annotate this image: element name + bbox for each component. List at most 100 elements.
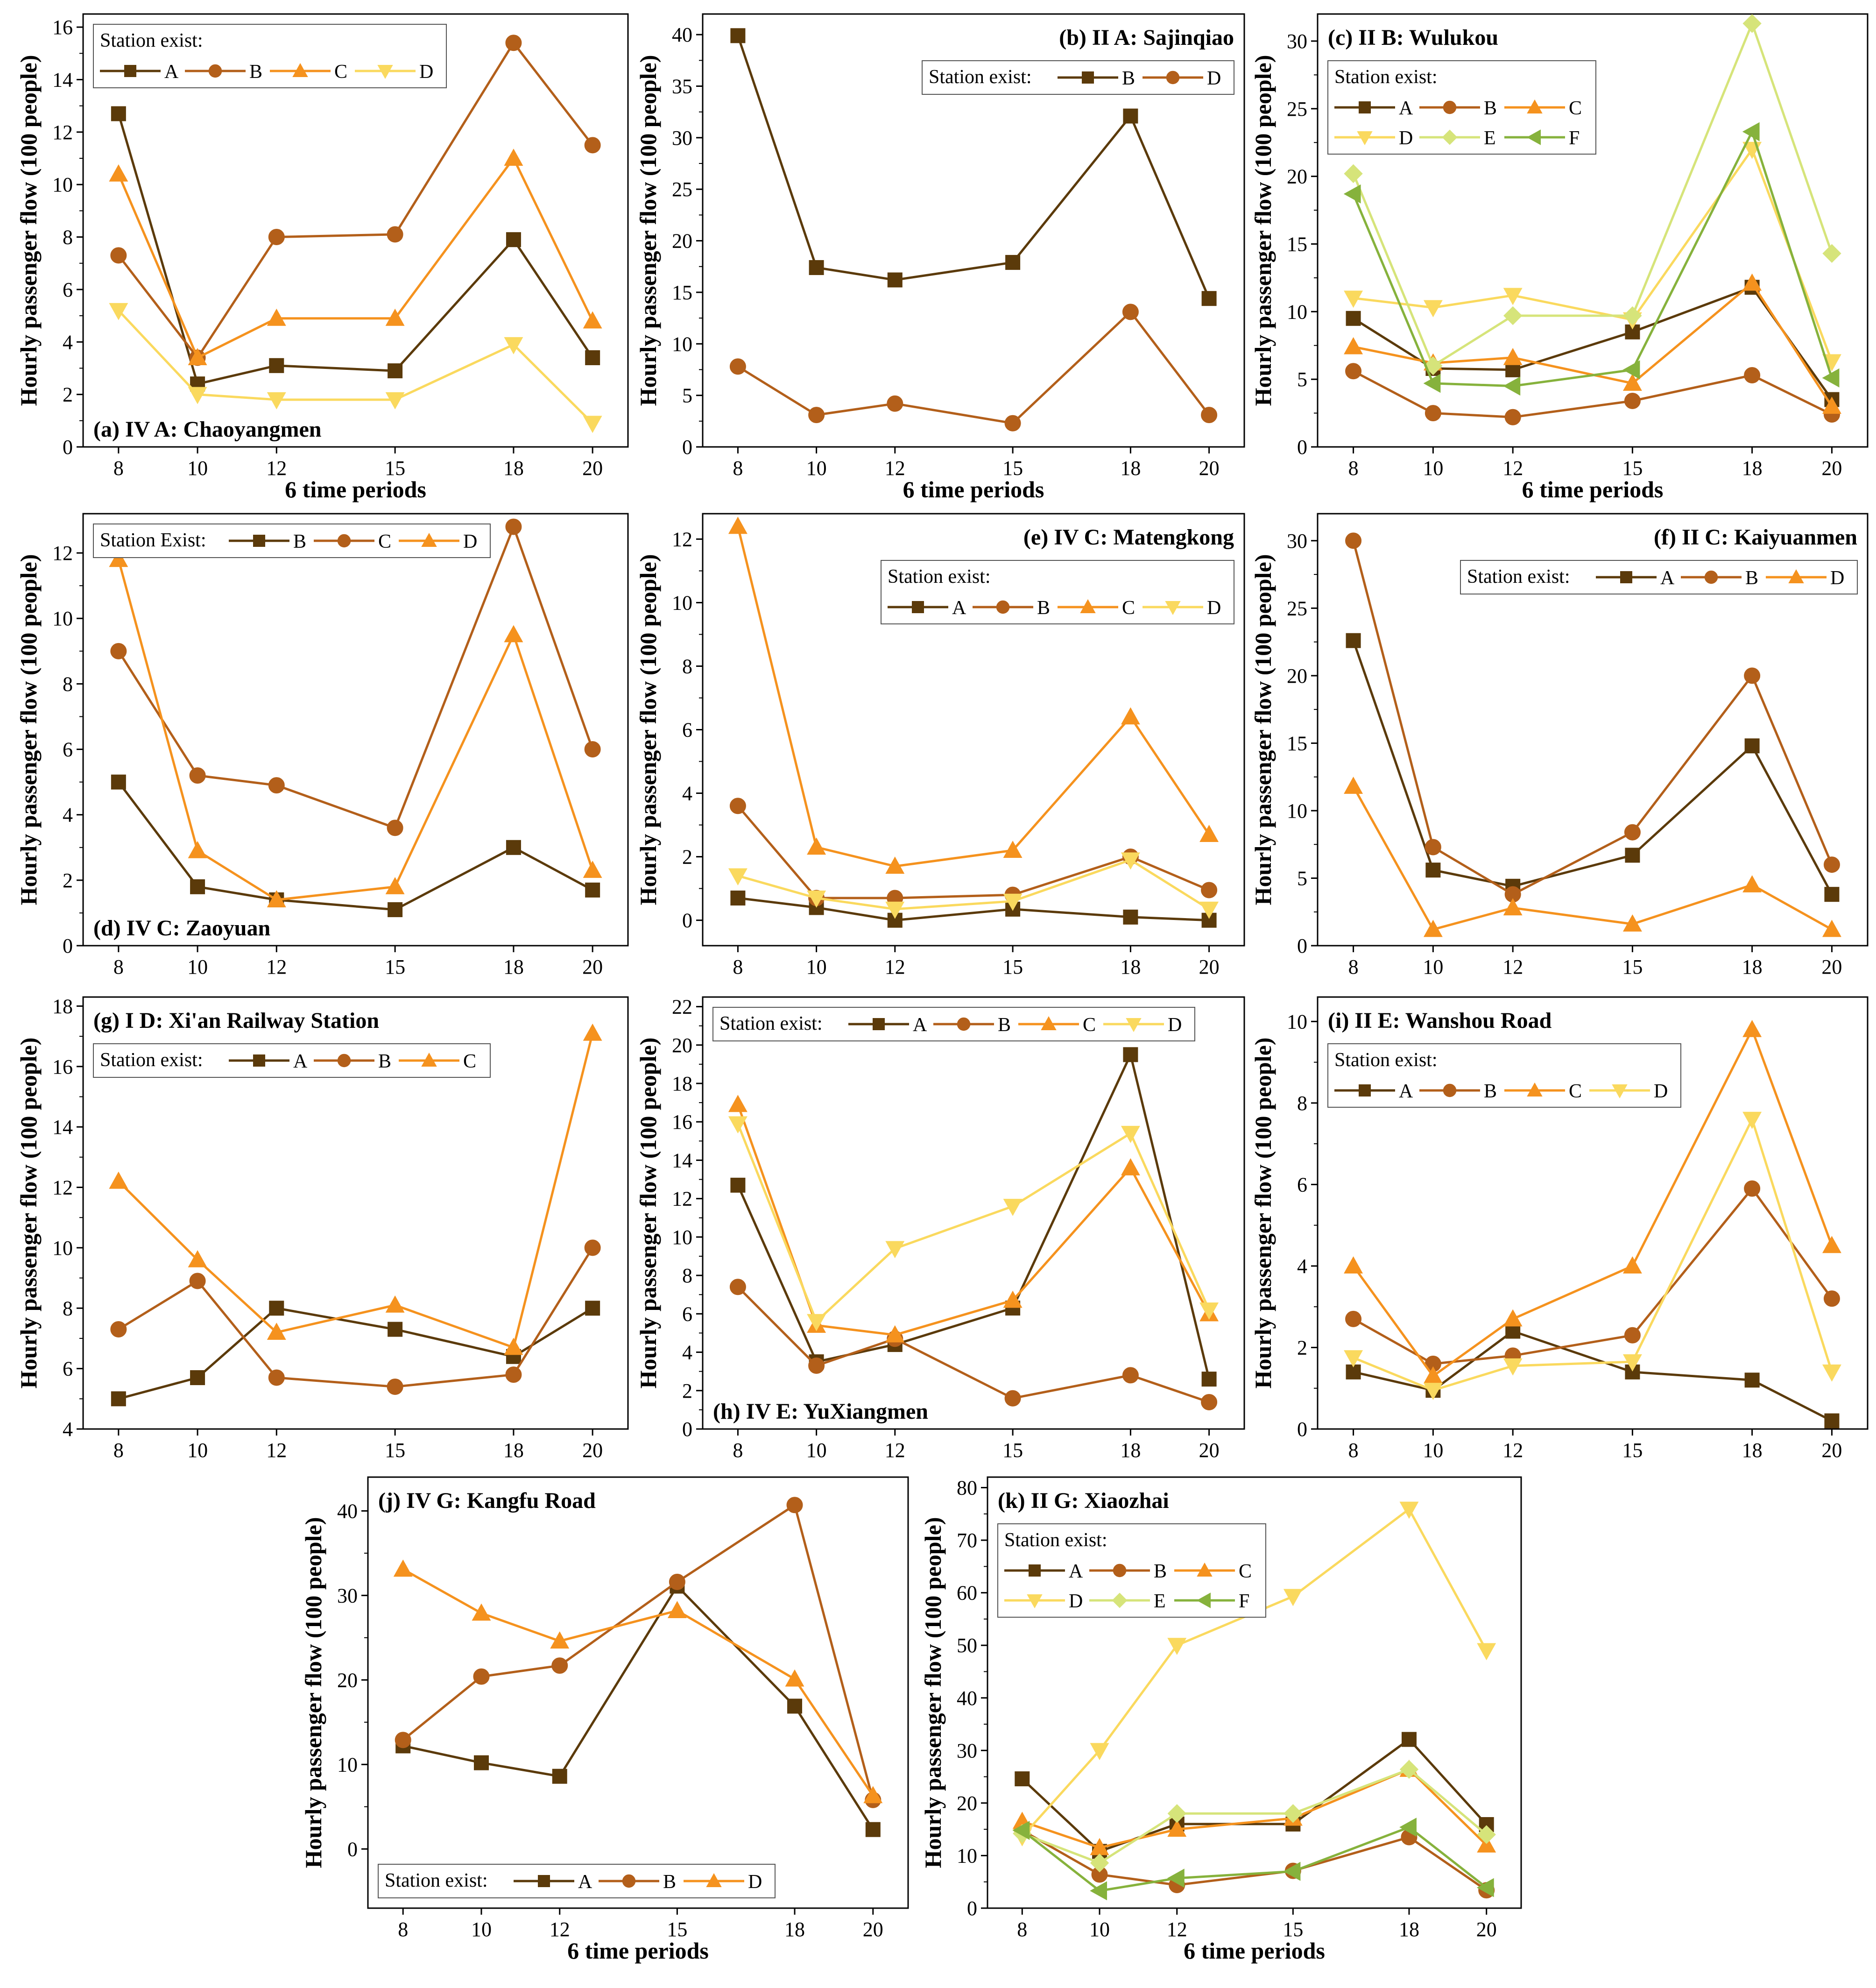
legend-label-C: C — [1083, 1014, 1096, 1036]
y-tick-label: 40 — [957, 1687, 977, 1710]
x-tick-label: 20 — [863, 1918, 883, 1941]
data-point-D — [550, 1631, 570, 1649]
data-point-C — [1003, 1290, 1023, 1308]
data-point-D — [188, 387, 207, 404]
data-point-E — [1623, 306, 1642, 325]
legend-label-A: A — [1660, 567, 1675, 589]
data-point-B — [551, 1657, 568, 1674]
series-line-D — [118, 310, 593, 424]
data-point-D — [188, 841, 207, 858]
data-point-B — [268, 1369, 285, 1386]
series-line-B — [737, 35, 1210, 299]
x-tick-label: 12 — [266, 1439, 287, 1462]
series-line-A — [1352, 640, 1833, 895]
legend-marker-D — [1126, 1018, 1142, 1033]
y-tick-label: 6 — [682, 719, 692, 742]
x-tick-label: 18 — [784, 1918, 805, 1941]
y-tick-label: 10 — [1287, 799, 1307, 822]
y-tick-label: 70 — [957, 1529, 977, 1552]
legend-marker-E — [1442, 129, 1458, 145]
data-point-B — [1005, 255, 1021, 270]
data-point-D — [1503, 898, 1523, 916]
data-point-B — [268, 229, 285, 246]
y-tick-label: 10 — [672, 591, 692, 614]
x-axis-label: 6 time periods — [567, 1938, 709, 1964]
y-tick-label: 20 — [337, 1669, 358, 1691]
legend-box — [1327, 1043, 1681, 1108]
legend-marker-C — [337, 534, 351, 548]
legend-title: Station exist: — [100, 1049, 203, 1071]
data-point-B — [1122, 1367, 1139, 1384]
x-tick-label: 18 — [503, 457, 524, 480]
data-point-D — [807, 890, 826, 908]
data-point-E — [1822, 244, 1841, 263]
data-point-C — [189, 767, 206, 784]
data-point-C — [1622, 1256, 1642, 1273]
legend-marker-C — [1080, 599, 1096, 613]
data-point-B — [387, 1378, 403, 1395]
data-point-B — [729, 1279, 746, 1295]
legend-title: Station exist: — [1334, 66, 1438, 88]
data-point-A — [190, 1370, 205, 1386]
y-tick-label: 10 — [672, 1226, 692, 1249]
series-line-A — [737, 1053, 1211, 1380]
legend-marker-B — [957, 1017, 971, 1031]
legend: Station exist: A B C D — [881, 560, 1234, 624]
data-point-C — [584, 741, 601, 758]
series-line-D — [402, 1568, 874, 1797]
data-point-F — [1476, 1878, 1494, 1897]
y-tick-label: 15 — [1287, 732, 1307, 755]
legend-label-C: C — [463, 1051, 476, 1072]
data-point-A — [506, 232, 521, 248]
y-tick-label: 0 — [967, 1897, 977, 1920]
legend-label-E: E — [1154, 1591, 1166, 1612]
y-tick-label: 14 — [672, 1149, 692, 1172]
data-point-F — [1167, 1868, 1185, 1888]
x-tick-label: 15 — [385, 1439, 405, 1462]
data-point-D — [1199, 901, 1219, 919]
panel-title: (b) II A: Sajinqiao — [1059, 25, 1234, 50]
legend-title: Station exist: — [1334, 1049, 1438, 1071]
legend-label-D: D — [1168, 1014, 1182, 1036]
data-point-C — [1742, 1020, 1762, 1037]
x-tick-label: 12 — [266, 955, 287, 978]
data-point-D — [1399, 1501, 1419, 1519]
data-point-C — [728, 1095, 748, 1112]
legend-marker-F — [1196, 1592, 1211, 1608]
series-line-B — [117, 42, 594, 359]
series-line-C — [118, 1033, 594, 1349]
y-tick-label: 12 — [52, 1176, 73, 1199]
y-tick-label: 40 — [337, 1500, 358, 1522]
y-tick-label: 10 — [52, 1237, 73, 1259]
x-tick-label: 15 — [1283, 1918, 1303, 1941]
legend-title: Station exist: — [888, 566, 991, 587]
data-point-D — [667, 1601, 687, 1618]
data-point-C — [385, 1295, 405, 1313]
data-point-D — [472, 1603, 491, 1621]
x-tick-label: 20 — [1199, 1439, 1220, 1462]
x-tick-label: 15 — [667, 1918, 687, 1941]
legend-label-B: B — [1745, 567, 1758, 589]
y-tick-label: 35 — [672, 75, 692, 98]
data-point-D — [1503, 288, 1523, 305]
data-point-D — [887, 395, 903, 412]
y-tick-label: 18 — [672, 1072, 692, 1095]
legend-label-A: A — [293, 1051, 308, 1072]
y-axis-label: Hourly passenger flow (100 people) — [300, 1517, 326, 1868]
x-tick-label: 18 — [1399, 1918, 1419, 1941]
x-tick-label: 18 — [503, 955, 524, 978]
legend-marker-A — [873, 1018, 885, 1030]
data-point-E — [1399, 1760, 1419, 1779]
legend-marker-F — [1526, 129, 1541, 145]
legend-label-A: A — [952, 597, 966, 619]
data-point-F — [1742, 122, 1760, 141]
legend-label-B: B — [1484, 98, 1497, 119]
x-tick-label: 8 — [733, 1439, 743, 1462]
legend: Station exist: A B D — [378, 1864, 776, 1898]
x-tick-label: 20 — [582, 955, 603, 978]
x-tick-label: 20 — [1821, 955, 1842, 978]
plot-frame — [1317, 13, 1869, 448]
legend-label-C: C — [1239, 1561, 1252, 1582]
legend-marker-D — [1612, 1084, 1628, 1099]
legend-marker-A — [1029, 1564, 1041, 1577]
